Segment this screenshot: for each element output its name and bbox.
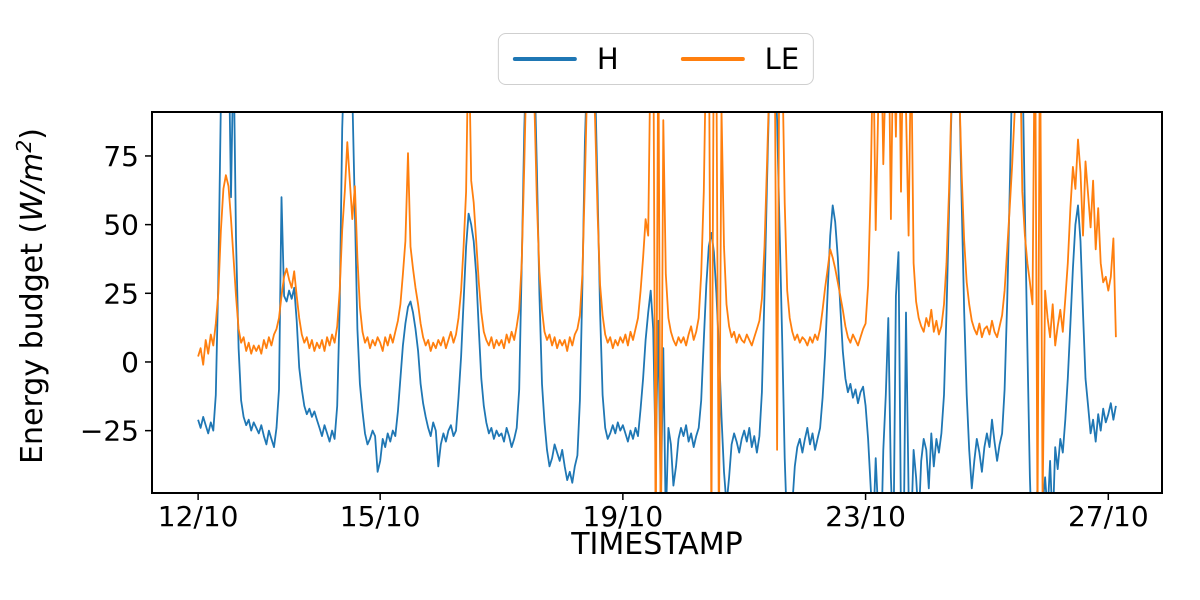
legend-label-h: H [596,41,619,76]
legend-item-h: H [512,41,619,76]
x-axis-label: TIMESTAMP [571,527,743,562]
legend-item-le: LE [680,41,800,76]
y-axis-label-math: W/m [15,152,50,222]
plot-border [151,111,1163,494]
y-axis-label-suffix: ) [15,128,50,140]
y-axis-label: Energy budget (W/m2) [12,128,50,464]
x-tick-label: 12/10 [158,500,239,533]
y-axis-label-prefix: Energy budget ( [15,221,50,464]
y-tick-label: −25 [80,415,139,448]
legend-line-sample-le [680,57,745,61]
x-tick-label: 15/10 [340,500,421,533]
legend-line-sample-h [512,57,577,61]
x-tick-label: 27/10 [1068,500,1149,533]
y-tick-label: 25 [103,277,139,310]
legend: H LE [497,33,815,85]
y-tick-label: 75 [103,140,139,173]
y-axis-label-superscript: 2 [12,139,36,153]
x-tick-label: 19/10 [583,500,664,533]
legend-label-le: LE [764,41,800,76]
y-tick-label: 50 [103,209,139,242]
x-tick-label: 23/10 [825,500,906,533]
series-line-le [197,112,1117,493]
y-tick-label: 0 [121,346,139,379]
